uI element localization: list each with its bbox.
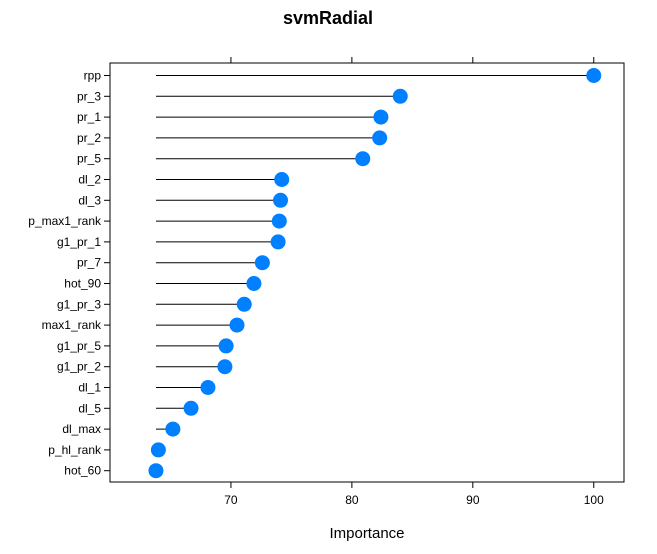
point-dl-5	[183, 400, 199, 416]
x-axis: 70 80 90 100	[224, 482, 604, 507]
point-pr-7	[254, 255, 270, 271]
top-axis-ticks	[230, 57, 595, 63]
x-tick-label-70: 70	[224, 493, 238, 507]
y-tick-label-rpp: rpp	[84, 69, 102, 83]
y-tick-label-max1-rank: max1_rank	[42, 318, 102, 332]
point-max1-rank	[229, 317, 245, 333]
y-tick-label-hot-90: hot_90	[64, 277, 101, 291]
plot-frame	[109, 62, 625, 483]
y-tick-label-g1-pr-3: g1_pr_3	[57, 297, 101, 311]
point-hot-60	[148, 463, 164, 479]
y-tick-label-dl-3: dl_3	[78, 193, 101, 207]
y-tick-label-pr-2: pr_2	[77, 131, 101, 145]
point-pr-5	[355, 151, 371, 167]
point-pr-3	[392, 88, 408, 104]
point-hot-90	[246, 276, 262, 291]
y-tick-label-dl-max: dl_max	[62, 422, 101, 436]
x-tick-label-90: 90	[466, 493, 480, 507]
point-g1-pr-3	[236, 296, 252, 312]
point-pr-2	[372, 130, 388, 146]
chart-title: svmRadial	[283, 8, 373, 28]
point-dl-max	[165, 421, 181, 437]
y-tick-label-g1-pr-2: g1_pr_2	[57, 360, 101, 374]
y-tick-label-dl-5: dl_5	[78, 401, 101, 415]
y-axis: rpp pr_3 pr_1 pr_2 pr_5 dl_2 dl_3 p_max1_rank g1…	[28, 69, 110, 478]
point-p-max1-rank	[271, 213, 287, 229]
point-p-hl-rank	[150, 442, 166, 458]
x-tick-label-80: 80	[345, 493, 359, 507]
y-tick-label-p-hl-rank: p_hl_rank	[48, 443, 102, 457]
y-tick-label-pr-5: pr_5	[77, 152, 101, 166]
point-dl-2	[274, 172, 290, 187]
y-tick-label-g1-pr-5: g1_pr_5	[57, 339, 101, 353]
y-tick-label-pr-7: pr_7	[77, 256, 101, 270]
y-tick-label-dl-2: dl_2	[78, 173, 101, 187]
y-tick-label-p-max1-rank: p_max1_rank	[28, 214, 102, 228]
point-g1-pr-2	[217, 359, 233, 375]
point-pr-1	[373, 109, 389, 125]
point-rpp	[586, 68, 602, 83]
y-tick-label-hot-60: hot_60	[64, 464, 101, 478]
point-g1-pr-1	[270, 234, 286, 250]
y-tick-label-dl-1: dl_1	[78, 381, 101, 395]
point-dl-1	[200, 380, 216, 395]
x-tick-label-100: 100	[584, 493, 604, 507]
y-tick-label-pr-1: pr_1	[77, 110, 101, 124]
point-g1-pr-5	[218, 338, 234, 354]
y-tick-label-g1-pr-1: g1_pr_1	[57, 235, 101, 249]
points	[148, 68, 602, 479]
point-dl-3	[273, 192, 289, 208]
x-axis-label: Importance	[329, 525, 404, 542]
y-tick-label-pr-3: pr_3	[77, 89, 101, 103]
